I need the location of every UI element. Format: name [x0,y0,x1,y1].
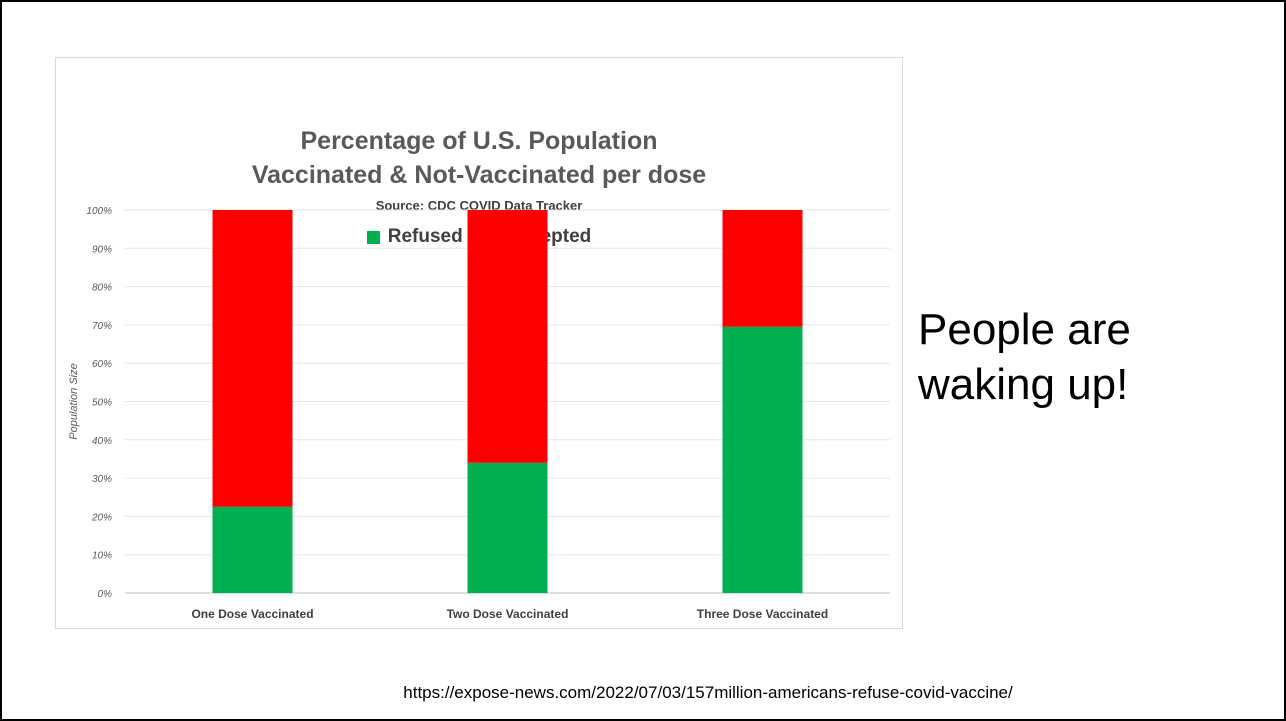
bar-accepted-1 [212,210,293,507]
y-tick-label: 60% [92,359,112,370]
bar-accepted-2 [467,210,548,463]
caption-line-2: waking up! [918,360,1129,409]
x-tick-label: Two Dose Vaccinated [447,607,569,621]
x-tick-label: One Dose Vaccinated [191,607,313,621]
y-tick-label: 70% [92,321,112,332]
chart-title-line-1: Percentage of U.S. Population [300,127,658,155]
y-tick-label: 50% [92,398,112,409]
source-url: https://expose-news.com/2022/07/03/157mi… [403,683,1013,702]
y-tick-label: 90% [92,244,112,255]
chart-title: Percentage of U.S. Population Vaccinated… [56,124,902,192]
y-tick-label: 30% [92,474,112,485]
y-tick-label: 100% [86,206,112,217]
legend-swatch-refused [366,230,380,244]
bar-refused-3 [722,326,803,593]
y-tick-label: 20% [91,512,112,523]
y-tick-label: 0% [98,589,113,600]
chart-title-line-2: Vaccinated & Not-Vaccinated per dose [251,161,707,189]
legend-label-refused: Refused [387,226,463,247]
y-tick-label: 40% [92,436,112,447]
y-tick-label: 80% [92,283,112,294]
chart-subtitle: Source: CDC COVID Data Tracker [375,198,583,213]
caption-line-1: People are [918,305,1131,354]
y-tick-label: 10% [92,551,112,562]
legend-item-refused: Refused [366,226,463,248]
caption: People are waking up! [918,302,1258,412]
bar-refused-1 [212,506,293,593]
x-tick-label: Three Dose Vaccinated [697,607,828,621]
y-axis-label: Population Size [68,363,80,439]
bar-refused-2 [467,462,548,593]
bar-accepted-3 [722,210,803,327]
